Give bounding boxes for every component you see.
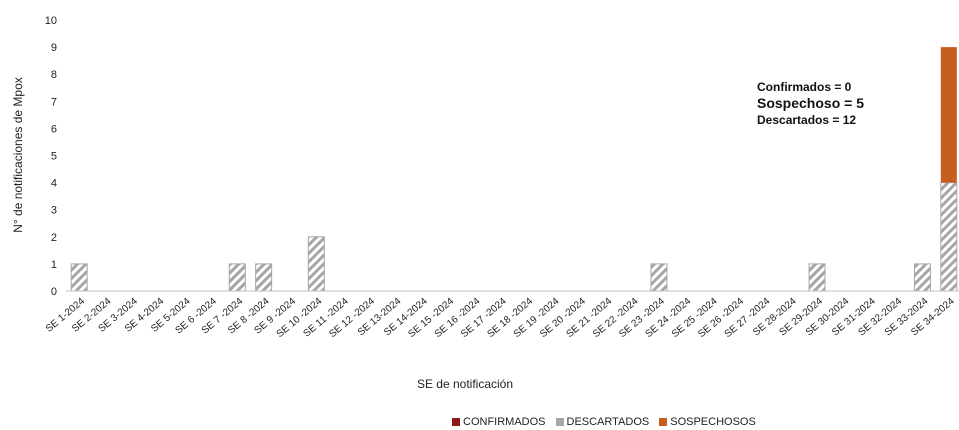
y-axis-title: N° de notificaciones de Mpox [11, 77, 25, 233]
annotation-sospechoso: Sospechoso = 5 [757, 95, 864, 111]
y-tick-label: 2 [51, 232, 57, 244]
y-tick-label: 7 [51, 96, 57, 108]
y-tick-label: 9 [51, 42, 57, 54]
annotation-confirmados: Confirmados = 0 [757, 80, 852, 94]
annotation-descartados: Descartados = 12 [757, 112, 857, 127]
x-axis-title: SE de notificación [417, 377, 513, 391]
y-tick-label: 0 [51, 286, 57, 298]
legend: CONFIRMADOS DESCARTADOS SOSPECHOSOS [452, 416, 756, 428]
legend-swatch-sospechosos [659, 418, 668, 426]
bar-descartados-1 [70, 263, 88, 292]
bar-descartados-8 [255, 263, 273, 292]
bar-descartados-23 [650, 263, 668, 292]
y-tick-label: 10 [45, 15, 57, 27]
y-tick-label: 8 [51, 69, 57, 81]
bar-descartados-29 [808, 263, 826, 292]
legend-item-confirmados: CONFIRMADOS [452, 416, 546, 428]
y-tick-label: 5 [51, 151, 57, 163]
bar-descartados-7 [228, 263, 246, 292]
y-tick-label: 3 [51, 205, 57, 217]
legend-item-sospechosos: SOSPECHOSOS [659, 416, 756, 428]
bar-descartados-10 [307, 236, 325, 292]
legend-label-descartados: DESCARTADOS [566, 416, 650, 428]
bar-sospechosos-34 [940, 47, 957, 183]
legend-label-confirmados: CONFIRMADOS [463, 416, 546, 428]
y-tick-label: 4 [51, 178, 57, 190]
legend-item-descartados: DESCARTADOS [555, 416, 650, 428]
bar-descartados-33 [913, 263, 931, 292]
legend-swatch-confirmados [452, 418, 460, 426]
y-tick-label: 1 [51, 259, 57, 271]
legend-swatch-descartados [555, 418, 564, 426]
legend-label-sospechosos: SOSPECHOSOS [670, 416, 756, 428]
totals-annotation: Confirmados = 0 Sospechoso = 5 Descartad… [757, 80, 864, 128]
bar-descartados-34 [940, 182, 958, 292]
y-tick-label: 6 [51, 123, 57, 135]
